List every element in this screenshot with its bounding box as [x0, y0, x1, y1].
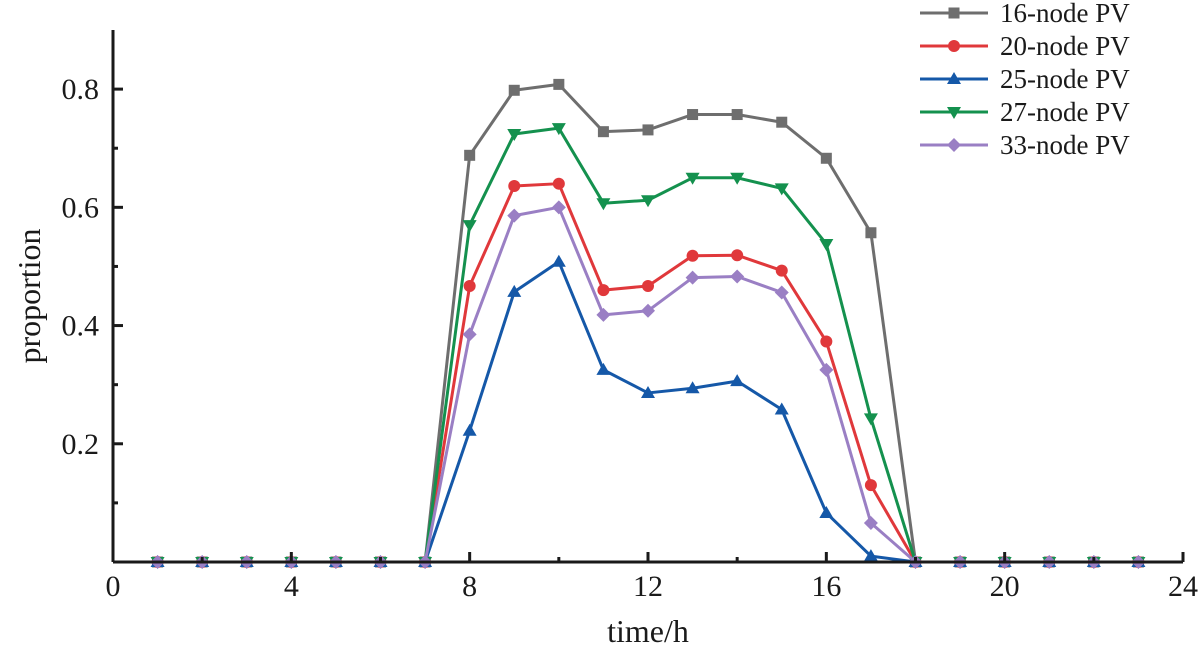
data-point	[686, 249, 699, 262]
x-tick-label: 8	[462, 570, 477, 603]
series-3	[150, 254, 1183, 567]
series-2	[151, 177, 1183, 568]
data-point	[507, 208, 522, 223]
data-point	[507, 284, 522, 297]
series-line	[157, 205, 1183, 564]
legend-label: 16-node PV	[1000, 0, 1130, 28]
data-point	[863, 515, 878, 530]
data-point	[864, 479, 877, 492]
x-tick-label: 4	[284, 570, 299, 603]
data-point	[819, 505, 834, 518]
legend-label: 20-node PV	[1000, 31, 1130, 61]
data-point	[596, 307, 611, 322]
legend-marker	[947, 138, 961, 152]
data-point	[508, 84, 520, 96]
data-point	[597, 284, 610, 297]
data-point	[641, 195, 655, 208]
data-point	[551, 123, 566, 136]
series-4	[150, 123, 1183, 569]
data-point	[464, 149, 476, 161]
data-point	[863, 549, 878, 562]
legend-marker	[948, 7, 960, 19]
legend-item-3: 25-node PV	[920, 64, 1130, 94]
legend-marker	[948, 40, 960, 52]
series-5	[150, 200, 1183, 569]
data-point	[730, 269, 745, 284]
data-point	[730, 172, 745, 185]
legend-item-2: 20-node PV	[920, 31, 1130, 61]
data-point	[463, 279, 476, 292]
y-axis-title: proportion	[11, 228, 47, 363]
series-line	[157, 182, 1183, 564]
data-point	[551, 254, 566, 267]
data-point	[551, 200, 566, 215]
data-point	[685, 381, 700, 394]
x-tick-label: 24	[1168, 570, 1198, 603]
legend-item-4: 27-node PV	[920, 97, 1130, 127]
y-tick-label: 0.8	[62, 73, 100, 106]
legend-label: 25-node PV	[1000, 64, 1130, 94]
legend-item-5: 33-node PV	[920, 130, 1130, 160]
data-point	[774, 183, 789, 196]
data-point	[685, 270, 700, 285]
legend-marker	[947, 72, 961, 84]
data-point	[597, 126, 609, 138]
series-line	[157, 260, 1183, 564]
data-point	[774, 402, 789, 415]
data-point	[462, 220, 477, 233]
data-point	[553, 78, 565, 90]
series-line	[157, 126, 1183, 564]
data-point	[865, 227, 877, 239]
data-point	[776, 116, 788, 128]
x-tick-label: 20	[990, 570, 1020, 603]
data-point	[462, 423, 477, 436]
data-point	[820, 335, 833, 348]
data-point	[819, 362, 834, 377]
chart-axes: 0 4 8 12 16 20 24 0.2 0.4 0.6 0.8	[62, 30, 1198, 603]
data-point	[642, 279, 654, 292]
x-tick-label: 0	[106, 570, 121, 603]
legend-item-1: 16-node PV	[920, 0, 1130, 28]
data-point	[685, 172, 700, 185]
data-point	[731, 249, 744, 262]
data-point	[730, 374, 745, 387]
legend-label: 27-node PV	[1000, 97, 1130, 127]
data-point	[775, 264, 788, 277]
data-point	[552, 177, 565, 190]
y-tick-label: 0.6	[62, 191, 100, 224]
data-point	[596, 198, 611, 211]
x-tick-label: 16	[811, 570, 841, 603]
data-point	[687, 109, 699, 121]
x-tick-label: 12	[633, 570, 663, 603]
data-point	[462, 327, 477, 342]
y-tick-label: 0.2	[62, 428, 100, 461]
data-point	[641, 385, 655, 398]
data-point	[731, 109, 743, 121]
y-tick-label: 0.4	[62, 310, 100, 343]
legend-marker	[947, 107, 961, 119]
data-point	[508, 180, 521, 193]
data-point	[507, 129, 522, 142]
data-point	[642, 124, 654, 136]
data-point	[774, 285, 789, 300]
data-point	[596, 362, 611, 375]
legend-label: 33-node PV	[1000, 130, 1130, 160]
data-point	[863, 413, 878, 426]
x-axis-title: time/h	[607, 613, 689, 646]
data-point	[819, 238, 834, 251]
data-point	[820, 152, 832, 164]
data-point	[641, 303, 655, 318]
